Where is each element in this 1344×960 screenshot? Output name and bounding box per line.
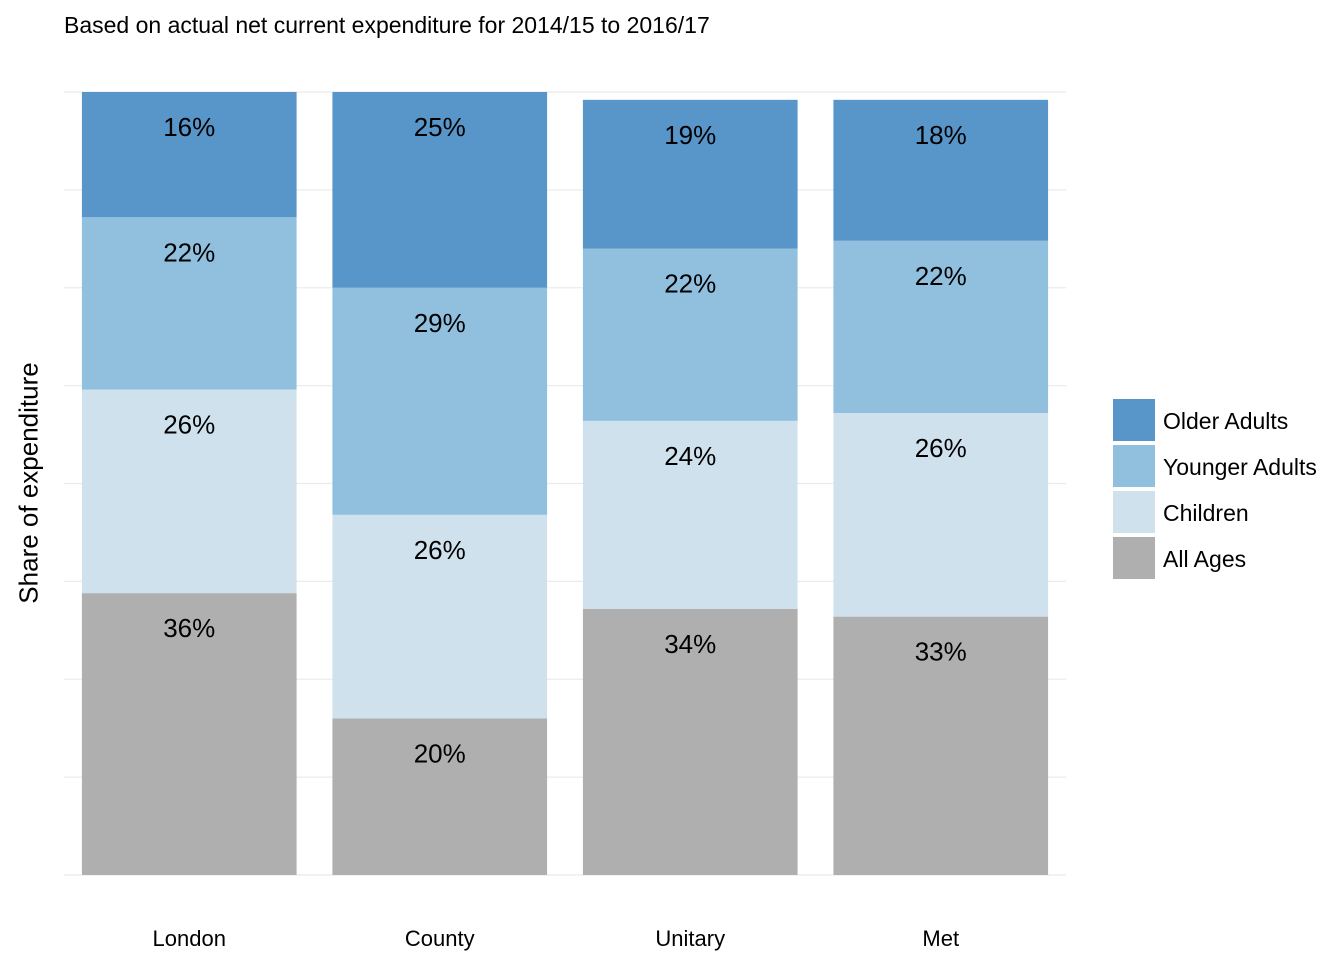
legend-swatch [1113, 491, 1155, 533]
legend-label: Younger Adults [1163, 454, 1317, 480]
data-label: 26% [915, 433, 967, 463]
data-label: 26% [414, 535, 466, 565]
data-label: 22% [915, 261, 967, 291]
bar-segment-all-ages [833, 616, 1049, 875]
chart-subtitle: Based on actual net current expenditure … [64, 12, 710, 38]
bar-segment-older-adults [833, 99, 1049, 241]
x-tick-label: County [405, 926, 475, 951]
bar-segment-older-adults [332, 92, 548, 288]
data-label: 34% [664, 629, 716, 659]
bar-segment-older-adults [582, 99, 798, 249]
bar-segment-younger-adults [332, 287, 548, 515]
bar-segment-children [833, 413, 1049, 617]
data-label: 20% [414, 738, 466, 768]
data-label: 29% [414, 308, 466, 338]
bar-segment-younger-adults [81, 217, 297, 390]
data-label: 25% [414, 112, 466, 142]
data-label: 22% [163, 237, 215, 267]
bar-segment-all-ages [582, 608, 798, 875]
bar-segment-all-ages [81, 593, 297, 875]
bar-segment-younger-adults [833, 240, 1049, 414]
bar-segment-children [582, 420, 798, 609]
x-tick-label: Unitary [655, 926, 725, 951]
bar-segment-children [332, 514, 548, 719]
bar-segment-younger-adults [582, 248, 798, 421]
bar-segment-older-adults [81, 92, 297, 218]
data-label: 19% [664, 120, 716, 150]
data-label: 22% [664, 269, 716, 299]
data-label: 26% [163, 410, 215, 440]
bar-segment-all-ages [332, 718, 548, 875]
x-tick-label: Met [922, 926, 959, 951]
x-tick-label: London [153, 926, 226, 951]
legend-label: Older Adults [1163, 408, 1289, 434]
data-label: 24% [664, 441, 716, 471]
legend-swatch [1113, 537, 1155, 579]
data-label: 33% [915, 637, 967, 667]
bar-segment-children [81, 389, 297, 594]
data-label: 18% [915, 120, 967, 150]
legend-label: All Ages [1163, 546, 1247, 572]
legend-swatch [1113, 445, 1155, 487]
data-label: 16% [163, 112, 215, 142]
legend-label: Children [1163, 500, 1249, 526]
legend-swatch [1113, 399, 1155, 441]
data-label: 36% [163, 613, 215, 643]
